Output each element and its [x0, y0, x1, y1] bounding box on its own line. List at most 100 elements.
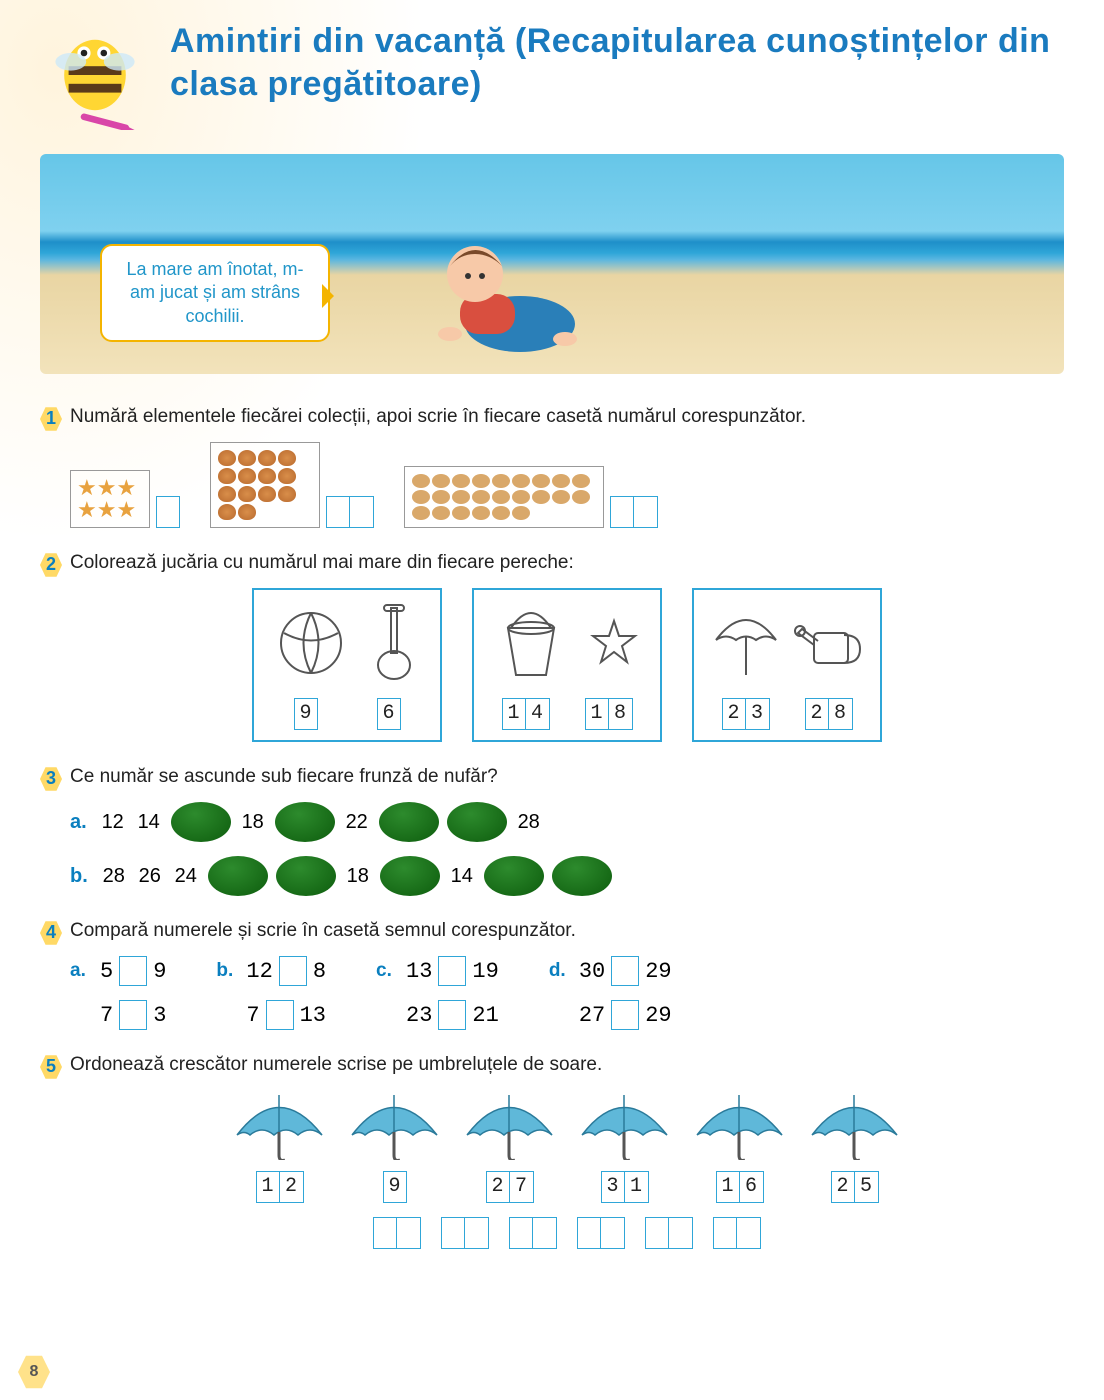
compare-column: a. 5 9 73 [70, 956, 166, 1030]
umbrella-item: 31 [577, 1090, 672, 1203]
digit: 6 [377, 698, 401, 730]
answer-cells [156, 496, 180, 528]
compare-input[interactable] [266, 1000, 294, 1030]
compare-left: 27 [579, 1003, 605, 1028]
lily-leaf-icon[interactable] [447, 802, 507, 842]
snail-icon [472, 490, 490, 504]
star-icon: ★ [77, 477, 97, 499]
snail-icon [532, 490, 550, 504]
umbrella-icon[interactable] [711, 605, 781, 685]
umbrella-item: 25 [807, 1090, 902, 1203]
answer-input[interactable] [326, 496, 350, 528]
snail-icon [472, 506, 490, 520]
answer-input[interactable] [601, 1217, 625, 1249]
compare-input[interactable] [611, 956, 639, 986]
umbrella-icon [347, 1090, 442, 1165]
collection: ★★★★★★ [70, 470, 180, 528]
lily-leaf-icon[interactable] [380, 856, 440, 896]
lily-leaf-icon[interactable] [276, 856, 336, 896]
answer-input[interactable] [465, 1217, 489, 1249]
answer-input[interactable] [509, 1217, 533, 1249]
answer-input[interactable] [350, 496, 374, 528]
answer-input[interactable] [737, 1217, 761, 1249]
lily-leaf-icon[interactable] [552, 856, 612, 896]
umbrella-icon [462, 1090, 557, 1165]
exercise-text: Ce număr se ascunde sub fiecare frunză d… [70, 764, 498, 791]
answer-input[interactable] [156, 496, 180, 528]
answer-input[interactable] [373, 1217, 397, 1249]
exercise-1: 1 Numără elementele fiecărei colecții, a… [40, 404, 1064, 528]
answer-input[interactable] [441, 1217, 465, 1249]
digit: 1 [585, 698, 609, 730]
compare-left: 5 [100, 959, 113, 984]
lily-leaf-icon[interactable] [484, 856, 544, 896]
exercise-label: 4 Compară numerele și scrie în casetă se… [40, 918, 1064, 946]
shovel-icon[interactable] [369, 603, 419, 688]
header: Amintiri din vacanță (Recapitularea cuno… [40, 20, 1064, 130]
compare-item: 73 [70, 1000, 166, 1030]
exercise-label: 1 Numără elementele fiecărei colecții, a… [40, 404, 1064, 432]
compare-input[interactable] [119, 956, 147, 986]
lily-leaf-icon[interactable] [275, 802, 335, 842]
lily-leaf-icon[interactable] [208, 856, 268, 896]
answer-row [70, 1217, 1064, 1249]
answer-input[interactable] [669, 1217, 693, 1249]
compare-right: 9 [153, 959, 166, 984]
compare-input[interactable] [119, 1000, 147, 1030]
exercise-text: Ordonează crescător numerele scrise pe u… [70, 1052, 602, 1079]
toy-pair-card: 2328 [692, 588, 882, 742]
umbrella-number: 25 [831, 1171, 879, 1203]
compare-input[interactable] [438, 1000, 466, 1030]
item-label: c. [376, 960, 400, 982]
snail-icon [412, 506, 430, 520]
shell-icon [278, 468, 296, 484]
ball-icon[interactable] [276, 608, 346, 683]
answer-input[interactable] [577, 1217, 601, 1249]
toy-images [704, 600, 870, 690]
sequence-number: 26 [136, 865, 164, 888]
compare-item: b.128 [216, 956, 326, 986]
umbrella-number: 27 [486, 1171, 534, 1203]
compare-item: d.3029 [549, 956, 672, 986]
compare-right: 8 [313, 959, 326, 984]
compare-input[interactable] [611, 1000, 639, 1030]
exercise-label: 2 Colorează jucăria cu numărul mai mare … [40, 550, 1064, 578]
exercise-text: Numără elementele fiecărei colecții, apo… [70, 404, 806, 431]
sequence-number: 28 [100, 865, 128, 888]
starfish-icon[interactable] [589, 618, 639, 673]
answer-input[interactable] [533, 1217, 557, 1249]
umbrella-item: 27 [462, 1090, 557, 1203]
compare-left: 30 [579, 959, 605, 984]
answer-input[interactable] [397, 1217, 421, 1249]
compare-input[interactable] [438, 956, 466, 986]
collection-box [404, 466, 604, 528]
answer-input[interactable] [645, 1217, 669, 1249]
item-label: d. [549, 960, 573, 982]
exercise-number: 3 [40, 766, 62, 792]
toy-numbers: 2328 [704, 698, 870, 730]
lily-leaf-icon[interactable] [379, 802, 439, 842]
compare-input[interactable] [279, 956, 307, 986]
lily-leaf-icon[interactable] [171, 802, 231, 842]
exercise-label: 5 Ordonează crescător numerele scrise pe… [40, 1052, 1064, 1080]
wateringcan-icon[interactable] [794, 613, 864, 678]
umbrella-number: 9 [383, 1171, 407, 1203]
umbrella-number: 12 [256, 1171, 304, 1203]
exercise-number: 5 [40, 1054, 62, 1080]
digit: 4 [526, 698, 550, 730]
toy-numbers: 96 [264, 698, 430, 730]
snail-icon [572, 474, 590, 488]
item-label: a. [70, 960, 94, 982]
answer-input[interactable] [634, 496, 658, 528]
digit: 9 [383, 1171, 407, 1203]
answer-input[interactable] [610, 496, 634, 528]
sequence-number: 24 [172, 865, 200, 888]
bucket-icon[interactable] [496, 603, 566, 688]
snail-icon [412, 490, 430, 504]
sequence-number: 18 [344, 865, 372, 888]
answer-input[interactable] [713, 1217, 737, 1249]
sequence-number: 22 [343, 811, 371, 834]
umbrella-item: 12 [232, 1090, 327, 1203]
digit: 2 [805, 698, 829, 730]
exercise-4: 4 Compară numerele și scrie în casetă se… [40, 918, 1064, 1030]
